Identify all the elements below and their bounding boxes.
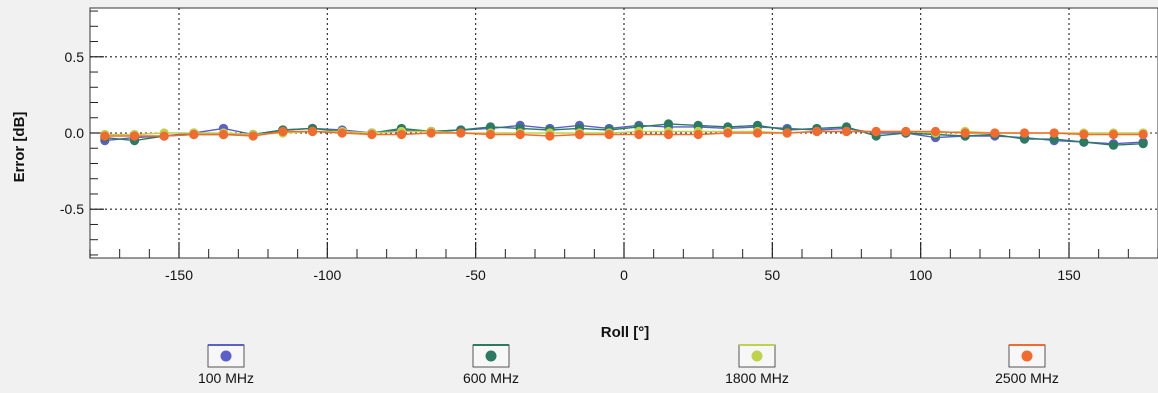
x-tick-label: -150	[165, 267, 193, 283]
series-line-600-mhz	[104, 123, 1144, 146]
y-tick-label: 0.5	[65, 49, 85, 65]
data-point-2500-mhz	[634, 129, 644, 140]
legend-item-1800-mhz: 1800 MHz	[725, 344, 789, 386]
data-point-2500-mhz	[663, 129, 674, 140]
legend-item-100-mhz: 100 MHz	[198, 344, 254, 386]
data-point-2500-mhz	[960, 128, 970, 138]
legend-swatch-marker	[485, 350, 497, 362]
data-point-2500-mhz	[693, 129, 703, 140]
data-point-2500-mhz	[1079, 129, 1089, 140]
data-point-2500-mhz	[426, 128, 436, 138]
legend-label-100-mhz: 100 MHz	[198, 370, 254, 386]
data-point-2500-mhz	[604, 129, 614, 140]
x-tick-label: 100	[909, 267, 933, 283]
legend-swatch-marker	[220, 350, 232, 362]
data-point-2500-mhz	[129, 131, 140, 141]
series-line-1800-mhz	[104, 130, 1144, 136]
data-point-2500-mhz	[930, 126, 941, 137]
data-point-2500-mhz	[752, 128, 763, 138]
data-point-2500-mhz	[782, 128, 792, 138]
data-point-2500-mhz	[1019, 128, 1030, 138]
data-point-2500-mhz	[515, 129, 525, 140]
y-axis-title: Error [dB]	[11, 112, 28, 183]
data-point-2500-mhz	[485, 129, 496, 140]
legend-item-2500-mhz: 2500 MHz	[995, 344, 1059, 386]
legend-label-2500-mhz: 2500 MHz	[995, 370, 1059, 386]
legend: 100 MHz 600 MHz 1800 MHz 2500 MHz	[198, 344, 1059, 386]
data-point-2500-mhz	[278, 126, 288, 137]
x-tick-label: 50	[765, 267, 781, 283]
data-point-2500-mhz	[307, 126, 318, 137]
data-point-2500-mhz	[901, 126, 911, 137]
data-point-2500-mhz	[100, 131, 110, 141]
data-point-2500-mhz	[218, 129, 229, 140]
data-point-600-mhz	[663, 119, 674, 129]
x-tick-label: -100	[313, 267, 341, 283]
data-point-600-mhz	[1079, 137, 1089, 147]
data-point-2500-mhz	[1049, 128, 1059, 138]
data-point-2500-mhz	[456, 128, 466, 138]
data-point-2500-mhz	[396, 129, 407, 140]
data-point-600-mhz	[1138, 139, 1148, 149]
axis-ticks	[89, 10, 1158, 258]
legend-label-1800-mhz: 1800 MHz	[725, 370, 789, 386]
x-tick-label: 150	[1057, 267, 1081, 283]
data-point-2500-mhz	[841, 126, 852, 137]
data-point-2500-mhz	[871, 126, 881, 137]
data-point-2500-mhz	[1108, 129, 1119, 140]
data-point-2500-mhz	[1138, 129, 1148, 140]
data-point-2500-mhz	[723, 128, 733, 138]
data-point-2500-mhz	[990, 128, 1000, 138]
data-point-2500-mhz	[248, 131, 258, 141]
tick-labels: -150 -100 -50 0 50 100 150 0.5 0.0 -0.5	[60, 49, 1081, 283]
series-line-2500-mhz	[104, 130, 1144, 137]
data-point-2500-mhz	[189, 129, 199, 140]
legend-item-600-mhz: 600 MHz	[463, 344, 519, 386]
legend-swatch-marker	[1021, 350, 1033, 362]
series-2500-mhz	[100, 126, 1148, 141]
data-point-2500-mhz	[574, 129, 585, 140]
y-tick-label: 0.0	[65, 125, 85, 141]
data-point-2500-mhz	[367, 129, 377, 140]
x-axis-title: Roll [°]	[601, 324, 650, 341]
data-point-2500-mhz	[159, 131, 169, 141]
y-tick-label: -0.5	[60, 201, 84, 217]
legend-label-600-mhz: 600 MHz	[463, 370, 519, 386]
data-point-2500-mhz	[337, 128, 347, 138]
data-point-2500-mhz	[545, 131, 555, 141]
series-layer	[100, 119, 1148, 150]
x-tick-label: 0	[620, 267, 628, 283]
x-tick-label: -50	[466, 267, 486, 283]
data-point-2500-mhz	[812, 126, 822, 137]
legend-swatch-marker	[751, 350, 763, 362]
data-point-600-mhz	[1108, 140, 1119, 150]
